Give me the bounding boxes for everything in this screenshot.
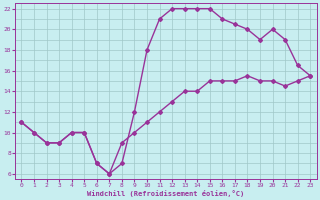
X-axis label: Windchill (Refroidissement éolien,°C): Windchill (Refroidissement éolien,°C)	[87, 190, 244, 197]
